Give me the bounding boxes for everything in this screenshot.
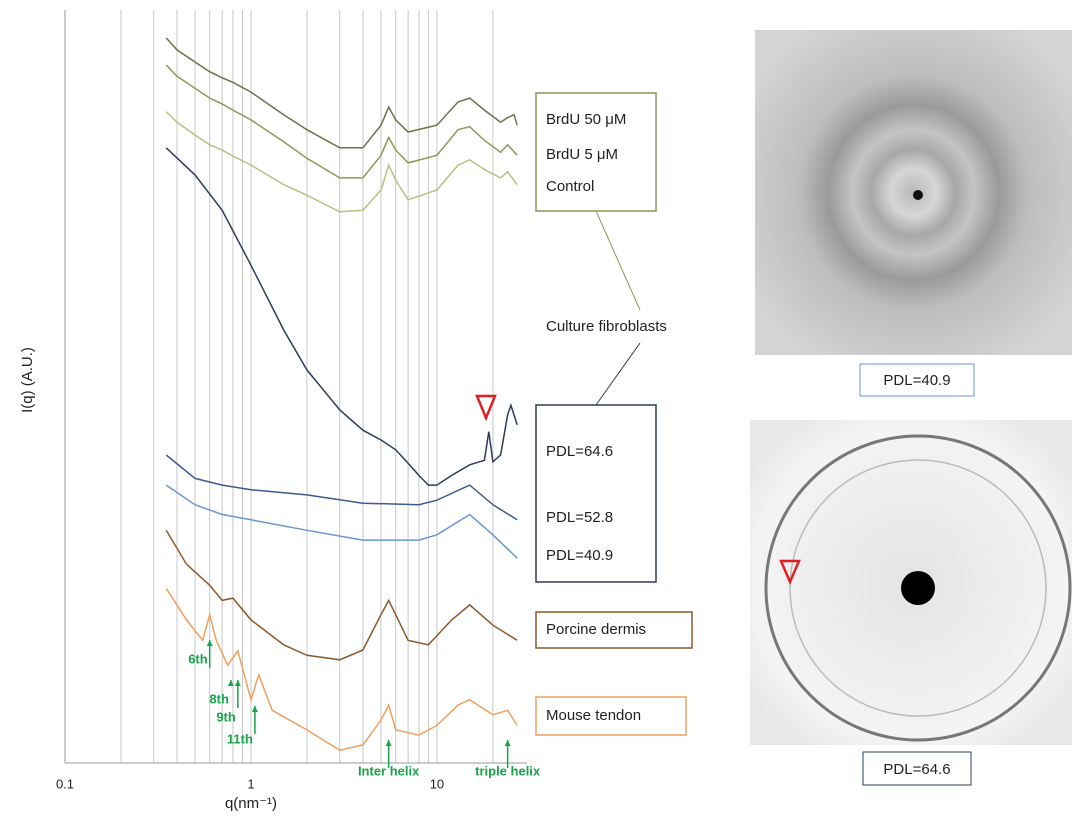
legend-label: PDL=40.9: [546, 547, 613, 564]
connector: [596, 211, 640, 310]
marker-triangle: [477, 396, 495, 418]
group-label: Culture fibroblasts: [546, 318, 667, 335]
data-line: [166, 38, 517, 148]
diffraction-image: [755, 30, 1072, 355]
data-line: [166, 112, 517, 212]
image-caption: PDL=64.6: [883, 761, 950, 778]
annotation-label: Inter helix: [358, 763, 420, 778]
data-line: [166, 455, 517, 520]
data-line: [166, 588, 517, 750]
data-line: [166, 485, 517, 558]
annotation-label: 9th: [216, 709, 236, 724]
annotation-label: 8th: [209, 691, 229, 706]
legend-label: BrdU 50 μM: [546, 111, 626, 128]
y-axis-label: I(q) (A.U.): [19, 347, 36, 413]
arrow-head: [505, 740, 511, 746]
legend-label: Mouse tendon: [546, 707, 641, 724]
x-tick-label: 10: [430, 776, 444, 791]
legend-label: PDL=64.6: [546, 443, 613, 460]
data-line: [166, 148, 517, 485]
data-line: [166, 65, 517, 178]
x-tick-label: 1: [247, 776, 254, 791]
plot: 0.1 1 10 6th 8th 9th 11th Inter helix triple hel…: [56, 10, 541, 791]
annotation-label: triple helix: [475, 763, 541, 778]
annotation-label: 11th: [227, 731, 253, 746]
x-axis-label: q(nm⁻¹): [225, 795, 277, 812]
figure: 0.1 1 10 6th 8th 9th 11th Inter helix triple hel…: [0, 0, 1072, 819]
arrow-head: [207, 640, 213, 646]
arrow-head: [252, 706, 258, 712]
beam-stop: [901, 571, 935, 605]
arrow-head: [386, 740, 392, 746]
beam-stop: [913, 190, 923, 200]
legend-label: PDL=52.8: [546, 509, 613, 526]
legend-label: Porcine dermis: [546, 621, 646, 638]
legend-label: BrdU 5 μM: [546, 146, 618, 163]
legend-label: Control: [546, 178, 594, 195]
image-caption: PDL=40.9: [883, 372, 950, 389]
connector: [596, 343, 640, 405]
x-tick-label: 0.1: [56, 776, 74, 791]
annotation-label: 6th: [188, 651, 208, 666]
arrow-head: [235, 680, 241, 686]
data-line: [166, 530, 517, 660]
